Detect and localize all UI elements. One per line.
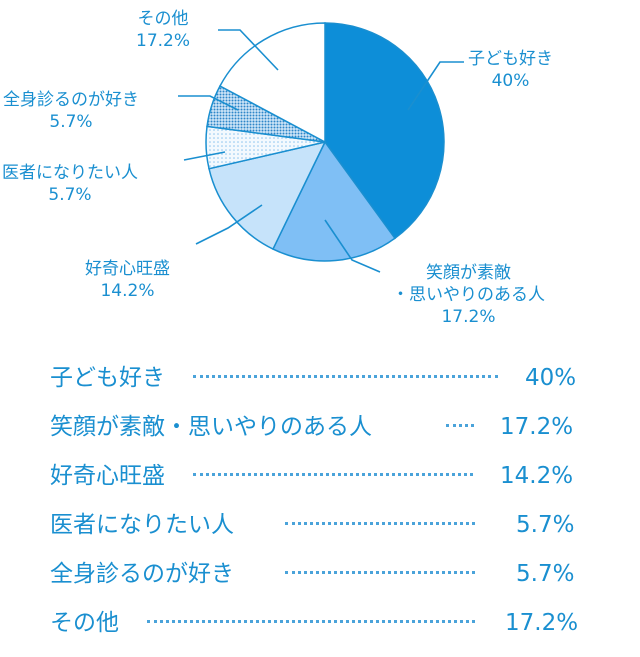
leader-line-sonota (218, 29, 279, 71)
list-item: 全身診るのが好き 5.7% (50, 559, 595, 608)
pie-label-name-line1: 笑顔が素敵 (426, 263, 511, 283)
list-item-dots (193, 372, 498, 378)
leader-line-kokishin (195, 204, 263, 245)
list-item-dots (285, 519, 475, 525)
list-item-dots (446, 421, 474, 427)
list-item-value: 5.7% (516, 512, 575, 538)
pie-label-value: 5.7% (48, 185, 92, 205)
pie-label-name: 子ども好き (468, 49, 553, 69)
list-item: 好奇心旺盛 14.2% (50, 461, 595, 510)
list-item: その他 17.2% (50, 608, 595, 657)
list-item-dots (285, 568, 475, 574)
pie-label-name: 好奇心旺盛 (85, 259, 170, 279)
pie-label-name: 全身診るのが好き (3, 90, 139, 110)
list-item-dots (147, 617, 475, 623)
pie-label-egao: 笑顔が素敵 ・思いやりのある人 17.2% (392, 262, 545, 328)
pie-label-value: 40% (491, 71, 530, 91)
pie-label-kokishin: 好奇心旺盛 14.2% (85, 258, 170, 302)
list-item-name: 全身診るのが好き (50, 561, 234, 587)
pie-label-value: 14.2% (100, 281, 155, 301)
list-item: 医者になりたい人 5.7% (50, 510, 595, 559)
list-item-value: 14.2% (500, 463, 574, 489)
value-list: 子ども好き 40% 笑顔が素敵・思いやりのある人 17.2% 好奇心旺盛 14.… (50, 363, 595, 657)
leader-line-egao (324, 219, 381, 273)
pie-label-value: 17.2% (441, 307, 496, 327)
pie-label-sonota: その他 17.2% (136, 8, 190, 52)
pie-label-name-line2: ・思いやりのある人 (392, 285, 545, 305)
pie-slice-sonota (218, 22, 326, 144)
list-item-value: 5.7% (516, 561, 575, 587)
list-item-name: 好奇心旺盛 (50, 463, 165, 489)
pie-chart (178, 22, 464, 273)
pie-label-kodomo: 子ども好き 40% (468, 48, 553, 92)
pie-label-zenshin: 全身診るのが好き 5.7% (3, 89, 139, 133)
pie-label-name: その他 (137, 9, 189, 29)
list-item: 笑顔が素敵・思いやりのある人 17.2% (50, 412, 595, 461)
pie-label-isha: 医者になりたい人 5.7% (2, 162, 138, 206)
list-item-name: 笑顔が素敵・思いやりのある人 (50, 414, 372, 440)
pie-label-value: 17.2% (136, 31, 191, 51)
list-item-value: 40% (525, 365, 577, 391)
pie-label-value: 5.7% (49, 112, 93, 132)
list-item-name: その他 (50, 610, 119, 636)
leader-line-zenshin (178, 95, 239, 111)
list-item: 子ども好き 40% (50, 363, 595, 412)
list-item-value: 17.2% (500, 414, 574, 440)
leader-line-kodomo (407, 61, 464, 111)
pie-slice-kodomo (324, 22, 445, 240)
leader-line-isha (183, 151, 226, 161)
list-item-dots (193, 470, 473, 476)
pie-slice-kokishin (208, 140, 327, 251)
list-item-value: 17.2% (505, 610, 579, 636)
list-item-name: 子ども好き (50, 365, 165, 391)
list-item-name: 医者になりたい人 (50, 512, 234, 538)
pie-label-name: 医者になりたい人 (2, 163, 138, 183)
pie-slice-egao (271, 140, 396, 262)
